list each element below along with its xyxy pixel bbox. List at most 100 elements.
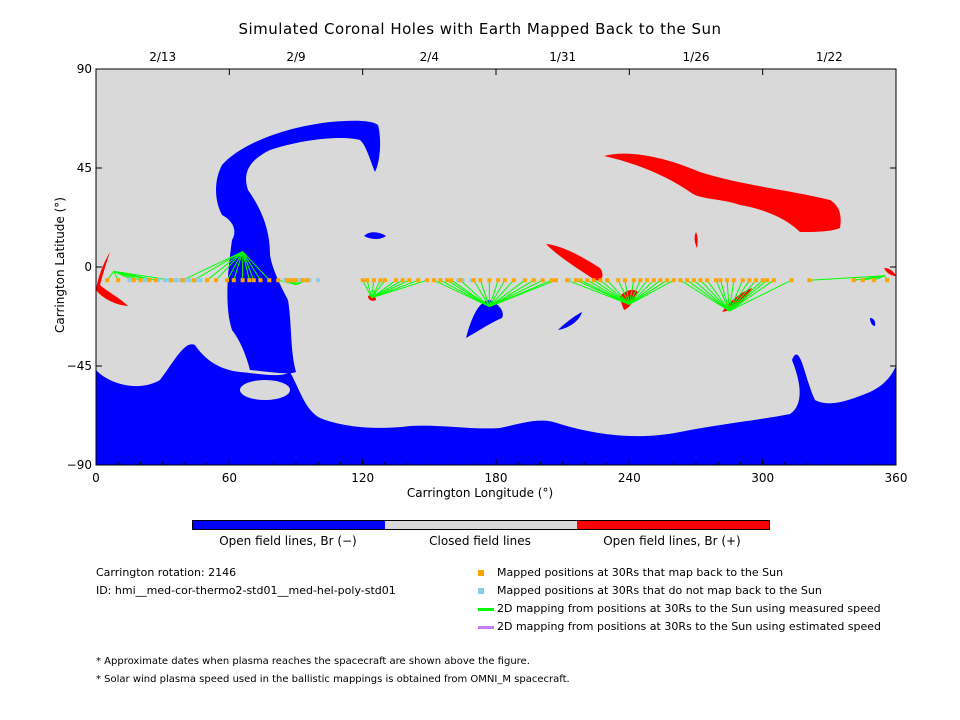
x-tick-label: 240 (618, 471, 641, 485)
legend-square-unmapped (478, 588, 484, 594)
unmapped-point (156, 278, 161, 283)
mapped-point (585, 278, 590, 283)
x-tick-label: 300 (751, 471, 774, 485)
unmapped-point (187, 278, 192, 283)
mapped-point (276, 278, 281, 283)
mapped-point (691, 278, 696, 283)
mapping-line (371, 279, 386, 299)
mapping-line (628, 279, 641, 305)
mapping-line (371, 279, 397, 299)
mapped-point (240, 278, 245, 283)
mapped-point (658, 278, 663, 283)
mapped-point (191, 278, 196, 283)
mapped-point (851, 278, 856, 283)
unmapped-point (316, 278, 321, 283)
mapped-point (449, 278, 454, 283)
x-tick-label: 360 (885, 471, 908, 485)
mapped-point (678, 278, 683, 283)
mapping-line (242, 251, 261, 281)
mapped-point (747, 278, 752, 283)
mapped-point (598, 278, 603, 283)
chart-title: Simulated Coronal Holes with Earth Mappe… (238, 20, 722, 38)
mapped-point (416, 278, 421, 283)
closed-island (240, 380, 290, 400)
mapping-line (215, 251, 244, 281)
mapped-point (305, 278, 310, 283)
unmapped-point (567, 278, 572, 283)
mapping-line (566, 279, 630, 305)
neg-blob-3 (558, 312, 582, 330)
colorbar-closed (385, 521, 577, 529)
mapping-line (366, 280, 373, 298)
mapped-point (591, 278, 596, 283)
mapping-line (489, 279, 557, 308)
mapping-line (488, 279, 515, 307)
mapping-line (693, 279, 730, 312)
mapping-line (624, 280, 630, 305)
mapped-point (705, 278, 710, 283)
unmapped-point (460, 278, 465, 283)
pos-hole-small-1 (546, 244, 603, 281)
mapping-line (242, 251, 255, 281)
legend-label-measured: 2D mapping from positions at 30Rs to the… (497, 602, 881, 615)
pos-hole-left (96, 252, 128, 306)
mapped-point (502, 278, 507, 283)
mapping-line (440, 279, 490, 308)
mapped-point (645, 278, 650, 283)
mapped-point (478, 278, 483, 283)
unmapped-point (282, 278, 287, 283)
rotation-info: Carrington rotation: 2146 (96, 566, 237, 579)
mapping-line (371, 279, 381, 299)
mapping-line (460, 279, 490, 307)
mapped-point (789, 278, 794, 283)
colorbar-label-closed: Closed field lines (429, 534, 531, 548)
mapped-point (214, 278, 218, 283)
legend-line-estimated (478, 626, 494, 629)
unmapped-point (456, 278, 461, 283)
mapped-point (438, 278, 443, 283)
mapping-line (488, 280, 499, 307)
mapping-line (226, 251, 244, 281)
mapped-point (605, 278, 610, 283)
unmapped-point (469, 278, 474, 283)
mapped-point (431, 278, 436, 283)
mapped-point (496, 278, 501, 283)
y-tick-label: −45 (67, 359, 92, 373)
mapping-line (371, 279, 410, 299)
mapped-point (685, 278, 690, 283)
mapped-points (105, 278, 890, 283)
colorbar-label-negative: Open field lines, Br (−) (219, 534, 357, 548)
mapped-point (294, 278, 298, 283)
mapping-line (489, 279, 543, 308)
mapping-line (728, 280, 744, 312)
mapped-point (407, 278, 412, 283)
mapping-line (489, 279, 526, 308)
mapped-point (105, 278, 110, 283)
mapping-line (580, 279, 630, 305)
mapped-point (365, 278, 370, 283)
mapped-point (718, 278, 723, 283)
mapping-line (362, 279, 373, 299)
x-tick-label: 0 (92, 471, 100, 485)
mapping-line (728, 279, 757, 312)
mapping-line (242, 251, 270, 281)
colorbar-negative (193, 521, 385, 529)
x-tick-label: 180 (485, 471, 508, 485)
mapping-line (728, 280, 735, 312)
top-date-label: 2/13 (149, 50, 176, 64)
unmapped-point (194, 278, 198, 283)
mapped-point (360, 278, 365, 283)
mapped-point (154, 278, 158, 283)
mapping-line (606, 279, 630, 305)
mapping-line (371, 280, 375, 298)
mapped-point (631, 278, 636, 283)
y-tick-label: 90 (77, 62, 92, 76)
mapped-point (740, 278, 745, 283)
mapped-point (180, 278, 185, 283)
mapping-line (586, 279, 630, 305)
mapping-line (629, 279, 675, 305)
mapping-line (278, 279, 297, 286)
mapping-line (862, 275, 885, 281)
mapping-line (728, 279, 750, 312)
mapped-point (671, 278, 676, 283)
